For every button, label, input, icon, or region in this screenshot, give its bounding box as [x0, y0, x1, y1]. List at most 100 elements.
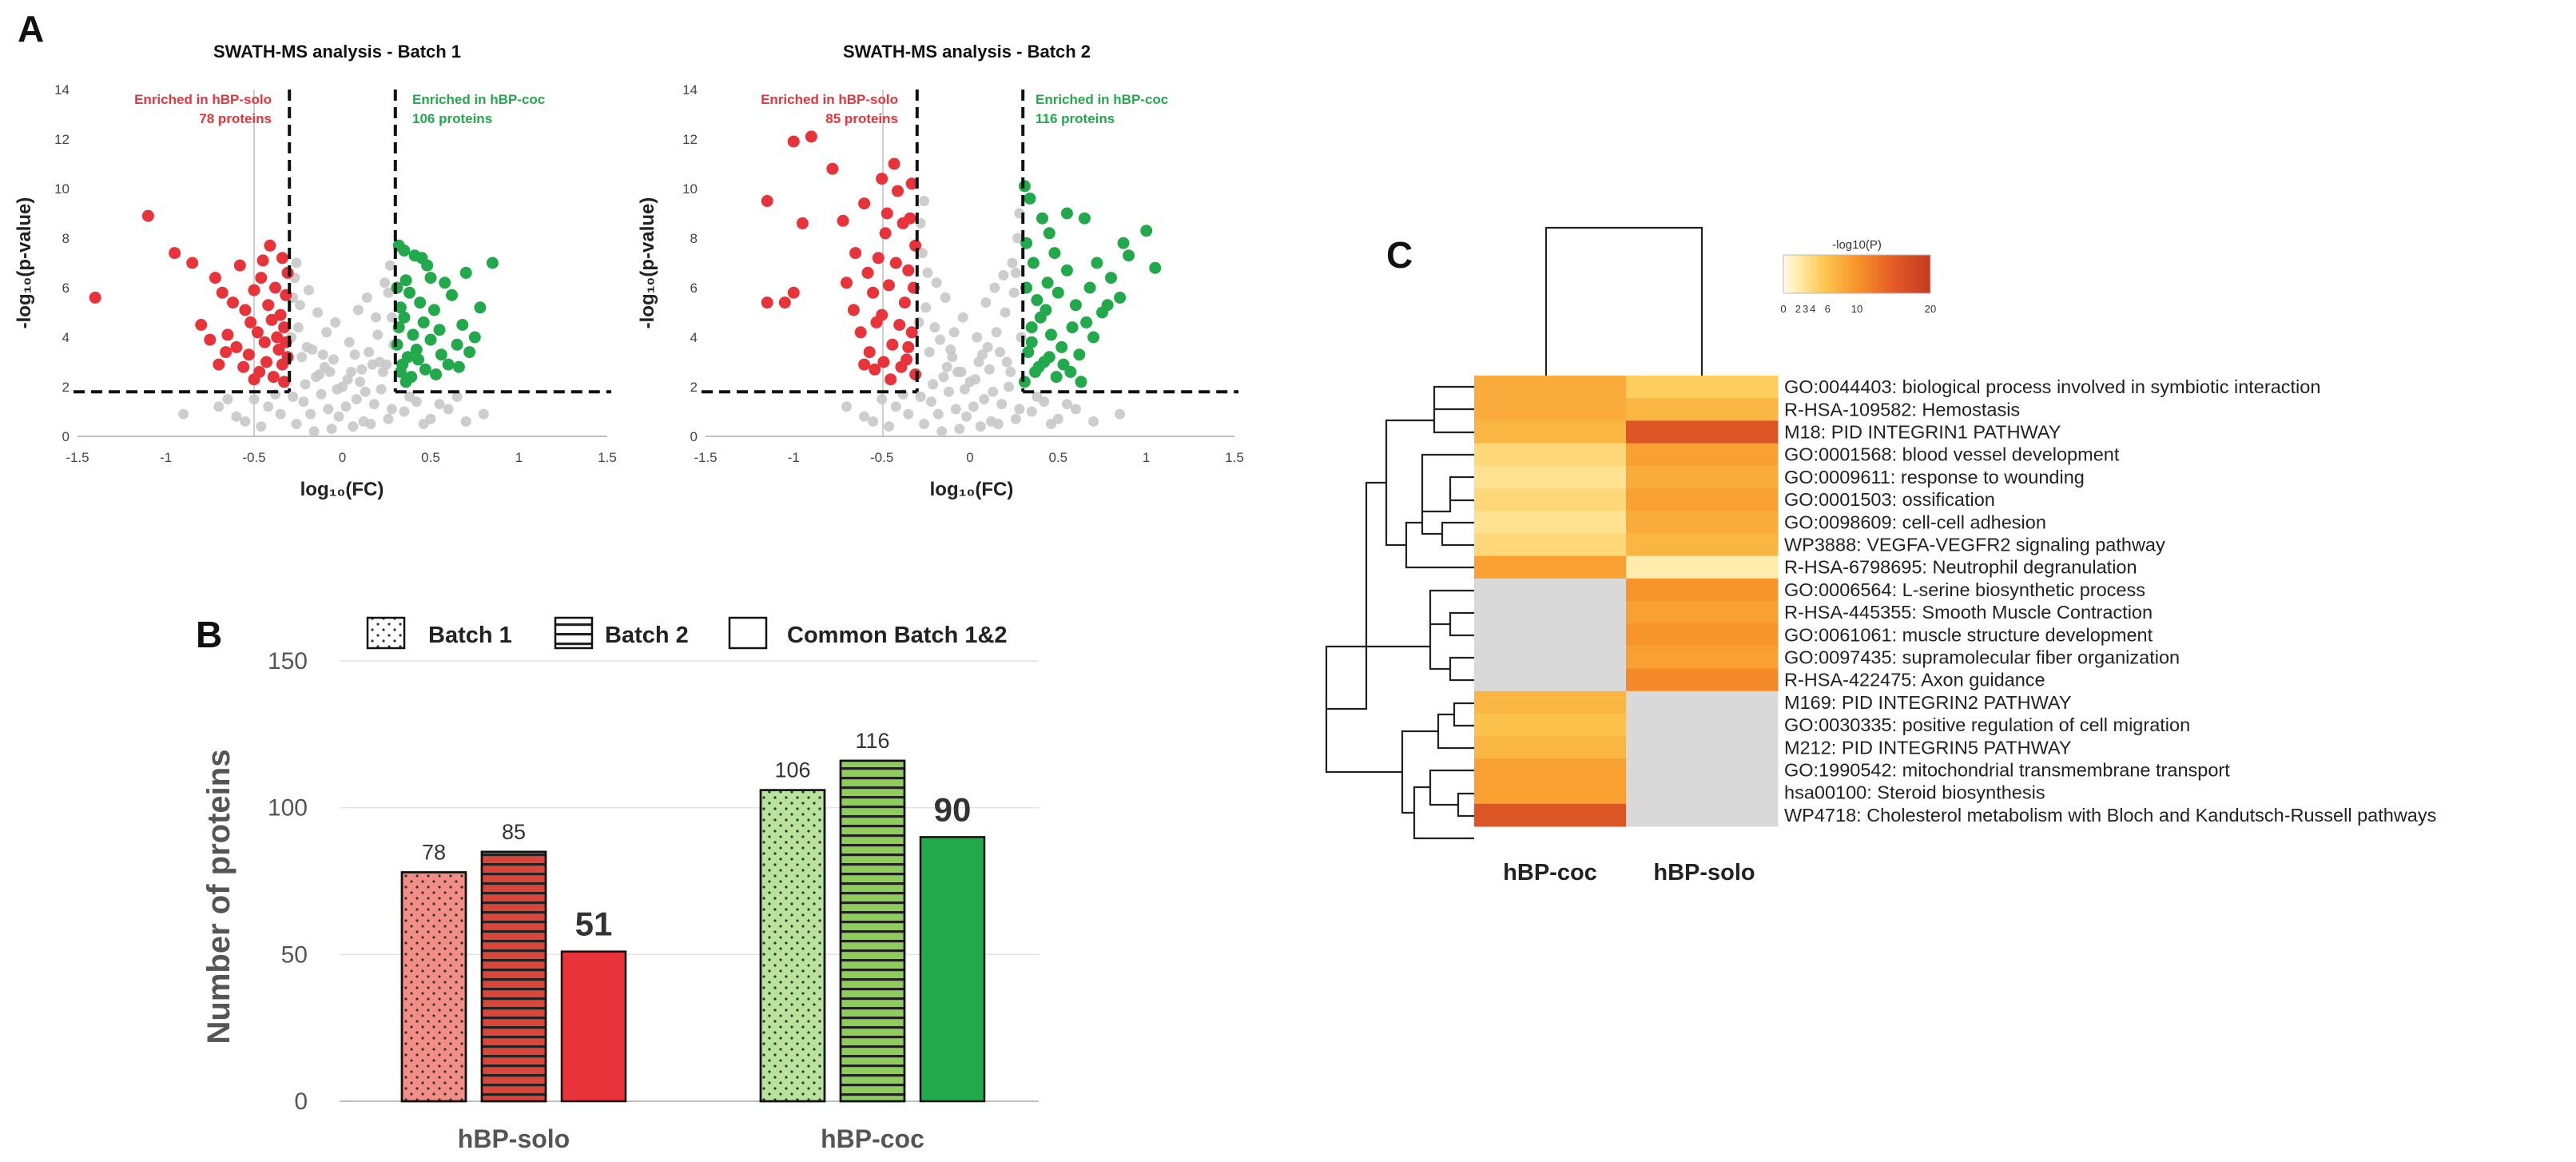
heatmap-cell [1626, 555, 1779, 579]
data-point-grey [399, 406, 410, 417]
data-point-grey [368, 399, 380, 410]
data-point-grey [868, 416, 879, 427]
data-point-grey [263, 401, 274, 412]
data-point-red [909, 368, 922, 380]
data-point-grey [961, 411, 972, 422]
data-point-grey [944, 386, 954, 397]
annotation-enriched-solo-line-2: 78 proteins [199, 111, 272, 126]
data-point-green [1078, 212, 1091, 225]
data-point-red [892, 185, 904, 197]
data-point-grey [377, 366, 388, 377]
data-point-grey [938, 372, 949, 383]
data-point-grey [940, 292, 951, 303]
heatmap-cell [1474, 736, 1627, 759]
y-axis-label: -log₁₀(p-value) [14, 197, 35, 329]
data-point-green [1051, 286, 1064, 299]
data-point-red [230, 340, 243, 353]
data-point-grey [404, 391, 415, 402]
data-point-green [1027, 257, 1040, 269]
heatmap-cell [1626, 736, 1779, 759]
row-label: GO:1990542: mitochondrial transmembrane … [1784, 760, 2230, 781]
data-point-red [876, 173, 888, 185]
data-point-red [244, 316, 257, 328]
data-point-red [893, 319, 906, 331]
data-point-red [276, 358, 288, 371]
row-label: M212: PID INTEGRIN5 PATHWAY [1784, 737, 2072, 758]
data-point-red [251, 326, 264, 339]
data-point-red [269, 281, 281, 294]
data-point-green [415, 252, 428, 265]
x-axis-label: log₁₀(FC) [300, 479, 384, 500]
data-point-red [216, 286, 229, 299]
data-point-red [169, 247, 181, 260]
data-point-red [872, 252, 885, 265]
heatmap-cell [1474, 668, 1627, 692]
heatmap-cell [1626, 578, 1779, 602]
legend-swatch-common [728, 616, 768, 650]
data-point-grey [240, 416, 251, 427]
x-tick-label: -1 [788, 450, 800, 465]
data-point-grey [1004, 381, 1014, 392]
data-point-grey [919, 196, 930, 206]
data-point-red [141, 209, 154, 222]
data-point-green [459, 266, 472, 279]
data-point-green [1073, 348, 1086, 361]
heatmap-cell [1626, 690, 1779, 714]
y-tick-label: 6 [62, 281, 70, 296]
data-point-green [1043, 227, 1055, 240]
data-point-grey [275, 408, 286, 420]
data-point-grey [383, 287, 394, 298]
annotation-enriched-solo-line-1: Enriched in hBP-solo [761, 92, 898, 107]
row-label: GO:0030335: positive regulation of cell … [1784, 714, 2190, 735]
x-tick-label: 1 [515, 450, 523, 465]
data-point-grey [305, 408, 316, 420]
data-point-green [456, 319, 469, 331]
data-point-grey [314, 369, 325, 380]
panel-letter-c: C [1386, 234, 1413, 276]
x-tick-label: 0 [966, 450, 973, 465]
bar-value-label: 51 [575, 905, 613, 943]
bar-chart-number-of-proteins: Batch 1 Batch 2 Common Batch 1&2 0 50 100 1… [201, 616, 1039, 1153]
data-point-green [1083, 281, 1096, 294]
data-point-red [256, 254, 269, 267]
data-point-grey [321, 327, 332, 338]
data-point-grey [330, 316, 341, 328]
data-point-grey [920, 302, 932, 313]
heatmap-cell [1474, 623, 1627, 647]
data-point-green [414, 296, 427, 309]
bar-value-label: 106 [774, 758, 810, 782]
data-point-green [1117, 237, 1130, 249]
data-point-red [905, 177, 918, 190]
data-point-grey [931, 277, 942, 289]
data-point-green [446, 289, 458, 301]
y-tick-label: 0 [294, 1088, 308, 1115]
data-point-red [841, 277, 853, 289]
data-point-grey [1046, 419, 1056, 429]
data-point-red [248, 373, 260, 386]
x-tick-label: -0.5 [242, 450, 265, 465]
data-point-red [233, 259, 246, 272]
data-point-grey [178, 408, 189, 420]
x-tick-label: -1.5 [694, 450, 717, 465]
data-point-grey [995, 347, 1005, 358]
data-point-grey [1026, 406, 1037, 417]
data-point-grey [1008, 287, 1020, 298]
data-point-red [237, 360, 250, 373]
data-point-red [863, 346, 876, 359]
data-point-green [427, 304, 440, 316]
data-point-red [227, 296, 239, 309]
row-label: R-HSA-109582: Hemostasis [1784, 399, 2020, 420]
data-point-grey [333, 411, 344, 422]
heatmap-cell [1474, 398, 1627, 421]
heatmap-cell [1474, 758, 1627, 782]
data-point-green [1066, 321, 1079, 334]
data-point-grey [916, 248, 928, 259]
row-label: GO:0098609: cell-cell adhesion [1784, 511, 2046, 532]
data-point-grey [996, 399, 1008, 410]
data-point-grey [308, 426, 320, 437]
heatmap-cell [1474, 465, 1627, 489]
data-point-green [403, 286, 415, 299]
data-point-green [424, 272, 437, 285]
data-point-grey [1010, 267, 1021, 278]
row-label: M169: PID INTEGRIN2 PATHWAY [1784, 692, 2072, 713]
